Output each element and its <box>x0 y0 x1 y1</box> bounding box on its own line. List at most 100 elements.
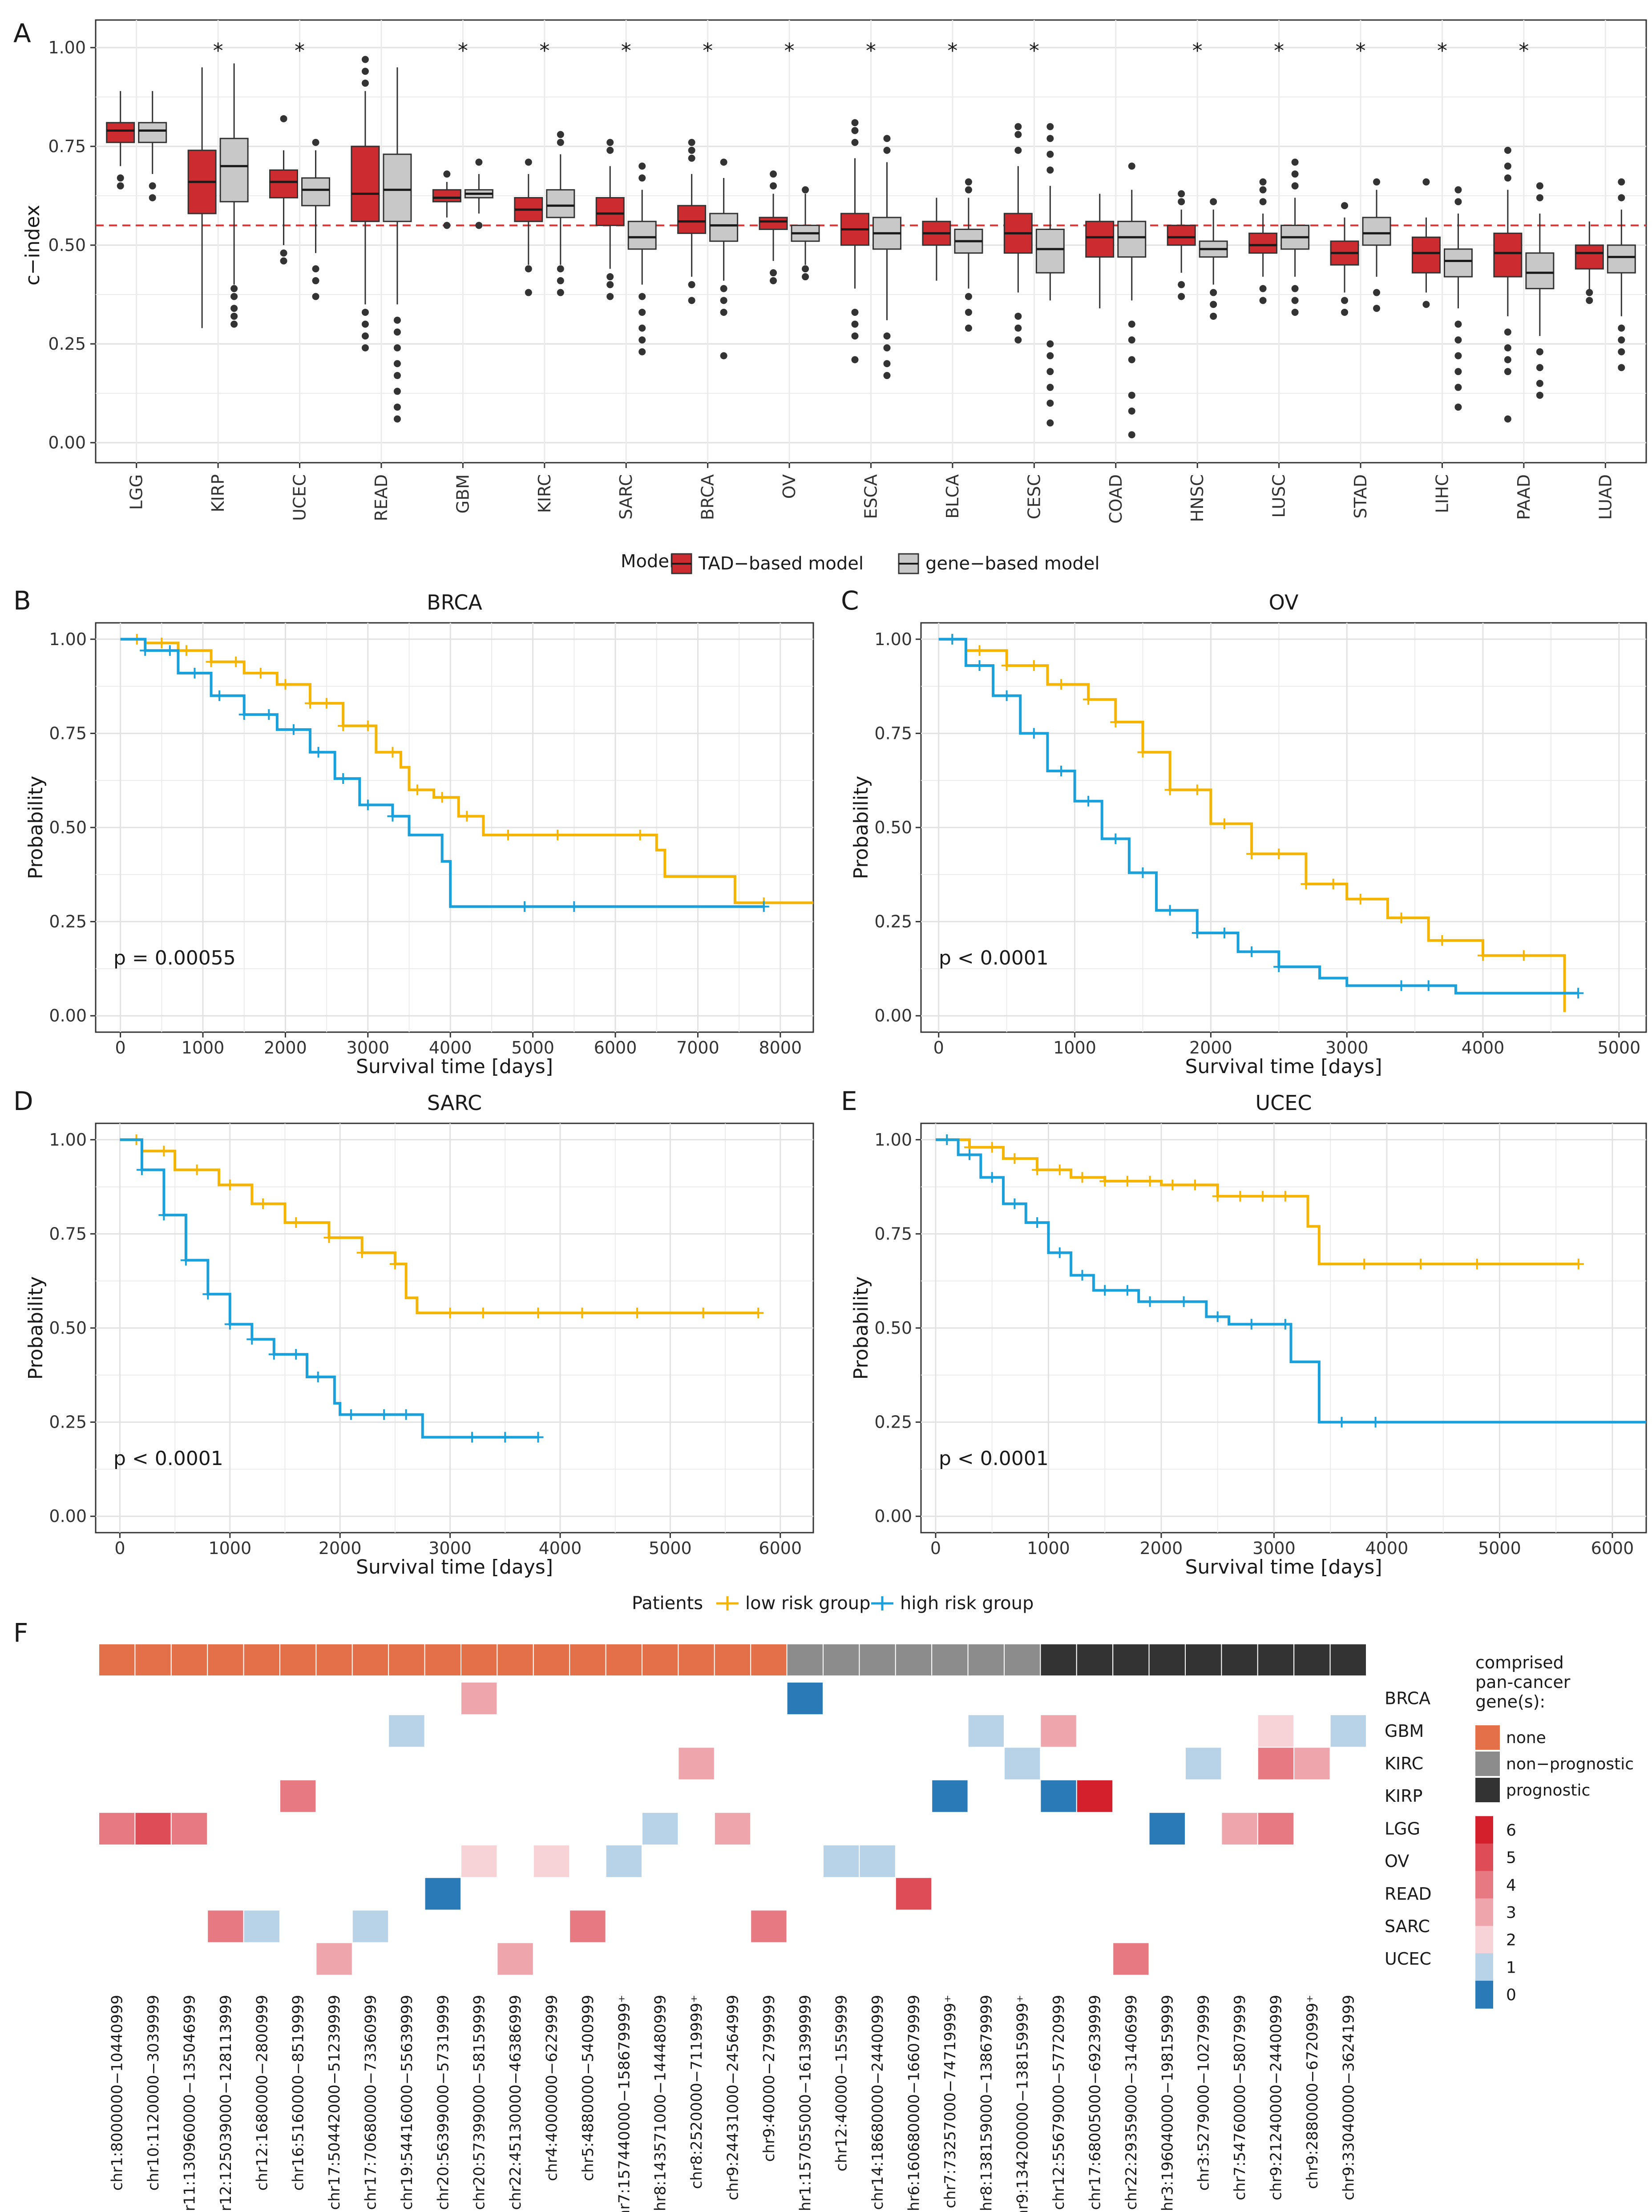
censor-mark <box>974 645 985 656</box>
x-tick-label: 6000 <box>759 1538 802 1558</box>
outlier-point <box>1259 178 1267 186</box>
outlier-point <box>1454 368 1462 375</box>
heatmap-cell <box>170 1812 208 1846</box>
outlier-point <box>393 344 401 351</box>
outlier-point <box>557 277 564 284</box>
x-tick-label: STAD <box>1351 474 1370 519</box>
outlier-point <box>851 356 859 363</box>
outlier-point <box>1504 162 1511 170</box>
outlier-point <box>1291 297 1299 304</box>
outlier-point <box>1046 400 1054 407</box>
outlier-point <box>883 360 891 367</box>
outlier-point <box>1454 383 1462 391</box>
annotation-cell <box>533 1643 570 1676</box>
outlier-point <box>638 324 646 332</box>
outlier-point <box>393 388 401 395</box>
outlier-point <box>1291 170 1299 178</box>
x-tick-label: 7000 <box>676 1038 719 1058</box>
outlier-point <box>1128 431 1135 439</box>
censor-mark <box>258 1198 269 1209</box>
outlier-point <box>525 265 532 273</box>
heatmap-cell <box>1257 1812 1295 1846</box>
outlier-point <box>688 281 695 288</box>
outlier-point <box>393 372 401 379</box>
x-tick-label: GBM <box>453 474 473 513</box>
outlier-point <box>361 332 369 340</box>
heatmap-cell <box>1329 1714 1367 1748</box>
annotation-cell <box>1148 1643 1186 1676</box>
legend-swatch <box>1475 1725 1500 1750</box>
censor-mark <box>1055 679 1066 690</box>
outlier-point <box>1618 364 1625 371</box>
outlier-point <box>230 320 238 328</box>
x-tick-label: 2000 <box>1189 1038 1232 1058</box>
censor-mark <box>387 747 398 758</box>
outlier-point <box>557 289 564 296</box>
heatmap-cell <box>497 1942 534 1976</box>
censor-mark <box>1083 795 1094 807</box>
heatmap-cell <box>460 1682 498 1716</box>
legend-label: none <box>1506 1729 1546 1747</box>
x-tick-label: KIRC <box>535 474 554 513</box>
censor-mark <box>189 667 200 678</box>
censor-mark <box>986 1172 998 1183</box>
x-tick-label: 3000 <box>1325 1038 1369 1058</box>
outlier-point <box>1341 308 1349 316</box>
column-label: chr5:4880000−5400999 <box>579 1995 597 2181</box>
censor-mark <box>1054 1247 1065 1258</box>
y-tick-label: 0.25 <box>874 912 912 932</box>
censor-mark <box>1328 878 1339 889</box>
censor-mark <box>158 1210 170 1221</box>
censor-mark <box>1273 848 1284 860</box>
censor-mark <box>533 1432 544 1443</box>
x-tick-label: 3000 <box>428 1538 472 1558</box>
outlier-point <box>1014 336 1022 344</box>
x-tick-label: 2000 <box>319 1538 362 1558</box>
censor-mark <box>698 1308 709 1319</box>
y-tick-label: 0.25 <box>48 334 86 354</box>
outlier-point <box>230 293 238 300</box>
censor-mark <box>164 645 175 656</box>
column-label: chr9:134200000−138159999⁺ <box>1014 1995 1032 2212</box>
x-tick-label: LIHC <box>1432 474 1452 513</box>
outlier-point <box>361 79 369 87</box>
column-label: chr3:196040000−198159999 <box>1159 1995 1176 2212</box>
x-tick-label: UCEC <box>290 474 310 521</box>
heatmap-cell <box>1004 1747 1041 1780</box>
censor-mark <box>1144 1175 1155 1187</box>
column-label: chr22:29359000−31406999 <box>1123 1995 1140 2210</box>
x-axis-label: Survival time [days] <box>1185 1055 1382 1078</box>
column-label: chr9:24431000−24564999 <box>724 1995 742 2200</box>
box <box>1117 221 1147 258</box>
censor-mark <box>206 656 217 667</box>
annotation-cell <box>207 1643 244 1676</box>
censor-mark <box>268 1349 279 1360</box>
outlier-point <box>1178 190 1185 198</box>
annotation-cell <box>497 1643 534 1676</box>
significance-star: * <box>213 39 223 63</box>
column-label: chr3:5279000−10279999 <box>1195 1995 1213 2191</box>
x-tick-label: 1000 <box>208 1538 251 1558</box>
annotation-cell <box>931 1643 969 1676</box>
outlier-point <box>312 265 319 273</box>
heatmap-cell <box>207 1909 244 1943</box>
outlier-point <box>1291 182 1299 190</box>
censor-mark <box>1001 660 1012 671</box>
legend-title: pan-cancer <box>1475 1672 1571 1692</box>
x-tick-label: 4000 <box>1462 1038 1505 1058</box>
censor-mark <box>288 724 299 735</box>
panel-label-a: A <box>13 18 31 48</box>
annotation-cell <box>1293 1643 1331 1676</box>
outlier-point <box>770 269 777 277</box>
censor-mark <box>1280 1191 1291 1202</box>
y-tick-label: 0.00 <box>49 1506 87 1526</box>
outlier-point <box>1128 356 1135 363</box>
legend-title: Patients <box>632 1593 703 1614</box>
x-tick-label: 5000 <box>1478 1538 1521 1558</box>
censor-mark <box>1246 946 1257 957</box>
censor-mark <box>758 901 769 912</box>
column-label: chr7:157440000−158679999⁺ <box>615 1995 633 2212</box>
censor-mark <box>412 784 423 795</box>
legend-label: non−prognostic <box>1506 1755 1634 1773</box>
censor-mark <box>255 667 266 678</box>
